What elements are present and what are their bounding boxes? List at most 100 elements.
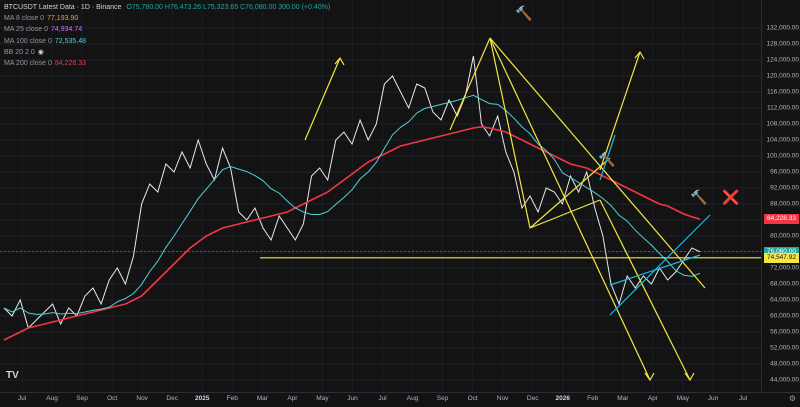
price-tag: 74,547.92 <box>764 252 799 263</box>
time-tick-label: Aug <box>406 395 419 402</box>
arrowhead-up <box>334 56 345 66</box>
arrowhead-down <box>644 372 655 382</box>
time-tick-label: Dec <box>166 395 178 402</box>
indicator-value: 77,193.90 <box>47 15 79 23</box>
channel-bottom <box>529 199 601 229</box>
price-tick-label: 88,000.00 <box>770 200 799 208</box>
price-tick-label: 72,000.00 <box>770 264 799 272</box>
price-axis[interactable]: 132,000.00 128,000.00 124,000.00 120,000.00… <box>761 0 800 392</box>
time-tick-label: May <box>316 395 329 402</box>
time-tick-label: 2026 <box>555 395 570 402</box>
legend-header: BTCUSDT Latest Data · 1D · Binance O75,7… <box>4 4 331 11</box>
price-tick-label: 120,000.00 <box>766 72 799 80</box>
trend-fan-2 <box>489 37 651 381</box>
indicator-row[interactable]: MA 200 close 0 84,228.33 <box>4 58 330 69</box>
price-tick-label: 80,000.00 <box>770 232 799 240</box>
time-tick-label: Mar <box>256 395 268 402</box>
channel-top <box>529 157 611 229</box>
price-tick-label: 104,000.00 <box>766 136 799 144</box>
up-arrow-2 <box>599 51 641 171</box>
indicator-name: MA 200 close 0 <box>4 60 52 68</box>
close-value: C76,080.00 <box>240 4 277 11</box>
trend-fan-1 <box>489 37 706 289</box>
price-tick-label: 96,000.00 <box>770 168 799 176</box>
time-tick-label: Apr <box>287 395 298 402</box>
time-tick-label: Aug <box>46 395 58 402</box>
hammer-icon: 🔨 <box>598 151 616 167</box>
price-tick-label: 132,000.00 <box>766 24 799 32</box>
indicator-row[interactable]: MA 25 close 0 74,934.74 <box>4 24 330 35</box>
interval-label[interactable]: 1D <box>80 4 90 11</box>
time-tick-label: Apr <box>647 395 658 402</box>
price-tick-label: 68,000.00 <box>770 280 799 288</box>
price-tick-label: 108,000.00 <box>766 120 799 128</box>
price-tick-label: 52,000.00 <box>770 344 799 352</box>
cross-mark-icon: ❌ <box>722 189 740 205</box>
price-tick-label: 56,000.00 <box>770 328 799 336</box>
price-tick-label: 92,000.00 <box>770 184 799 192</box>
time-tick-label: Mar <box>617 395 629 402</box>
time-tick-label: Oct <box>467 395 478 402</box>
hammer-icon: 🔨 <box>690 189 708 205</box>
ma100-line <box>3 94 701 315</box>
price-chart[interactable] <box>0 0 761 392</box>
time-tick-label: Jul <box>738 395 748 402</box>
price-tick-label: 128,000.00 <box>766 40 799 48</box>
tradingview-logo[interactable]: TV <box>6 370 19 381</box>
time-tick-label: Sep <box>76 395 88 402</box>
time-tick-label: Oct <box>107 395 118 402</box>
time-tick-label: Jun <box>347 395 358 402</box>
indicator-name: MA 25 close 0 <box>4 26 48 34</box>
hammer-icon: 🔨 <box>515 5 533 21</box>
time-tick-label: 2025 <box>195 395 210 402</box>
visibility-eye-icon[interactable]: ◉ <box>37 48 44 56</box>
time-tick-label: May <box>676 395 690 402</box>
indicator-row[interactable]: MA 8 close 0 77,193.90 <box>4 13 330 24</box>
down-leg-1 <box>489 37 531 229</box>
cyan-channel-1 <box>609 214 711 316</box>
arrowhead-up <box>634 50 645 60</box>
indicator-value: 84,228.33 <box>54 60 87 68</box>
price-tick-label: 44,000.00 <box>770 376 799 384</box>
low-value: L75,323.65 <box>203 4 239 11</box>
time-tick-label: Jul <box>378 395 387 402</box>
indicator-row[interactable]: MA 100 close 0 72,535.48 <box>4 36 330 47</box>
up-arrow-1 <box>304 57 341 141</box>
indicator-value: 72,535.48 <box>54 37 87 45</box>
cyan-channel-2 <box>609 254 701 286</box>
open-value: O75,780.00 <box>126 4 163 11</box>
symbol-title[interactable]: BTCUSDT Latest Data <box>4 4 75 11</box>
indicator-row[interactable]: BB 20 2 0 ◉ <box>4 47 330 58</box>
peak-line <box>449 37 491 131</box>
time-tick-label: Dec <box>526 395 539 402</box>
exchange-label: Binance <box>96 4 122 11</box>
arrow-down-2 <box>599 199 691 381</box>
indicator-name: BB 20 2 0 <box>4 48 35 56</box>
time-tick-label: Feb <box>587 395 599 402</box>
price-tag: 84,228.33 <box>764 214 799 225</box>
time-tick-label: Nov <box>136 395 148 402</box>
time-tick-label: Jul <box>17 395 27 402</box>
price-tick-label: 48,000.00 <box>770 360 799 368</box>
price-tick-label: 60,000.00 <box>770 312 799 320</box>
cyan-channel-3 <box>599 134 616 181</box>
indicator-name: MA 100 close 0 <box>4 37 52 45</box>
price-series-line <box>3 55 701 329</box>
time-axis[interactable]: ⚙ Jul Aug Sep Oct Nov Dec 2025 Feb Mar Apr May Jun J… <box>0 392 800 407</box>
time-tick-label: Nov <box>496 395 509 402</box>
price-tick-label: 124,000.00 <box>766 56 799 64</box>
arrowhead-down <box>684 372 695 382</box>
time-tick-label: Jun <box>707 395 719 402</box>
ma200-line <box>3 125 701 341</box>
price-tag: 76,080.00 <box>764 246 799 257</box>
price-tick-label: 100,000.00 <box>766 152 799 160</box>
price-tick-label: 112,000.00 <box>766 104 799 112</box>
price-tick-label: 116,000.00 <box>766 88 799 96</box>
legend: BTCUSDT Latest Data · 1D · Binance O75,7… <box>4 2 330 69</box>
time-tick-label: Sep <box>436 395 449 402</box>
chart-area[interactable]: BTCUSDT Latest Data · 1D · Binance O75,7… <box>0 0 761 392</box>
settings-gear-icon[interactable]: ⚙ <box>788 394 796 403</box>
high-value: H76,473.26 <box>164 4 202 11</box>
change-value: 300.00 (+0.40%) <box>278 4 331 11</box>
indicator-name: MA 8 close 0 <box>4 15 45 23</box>
